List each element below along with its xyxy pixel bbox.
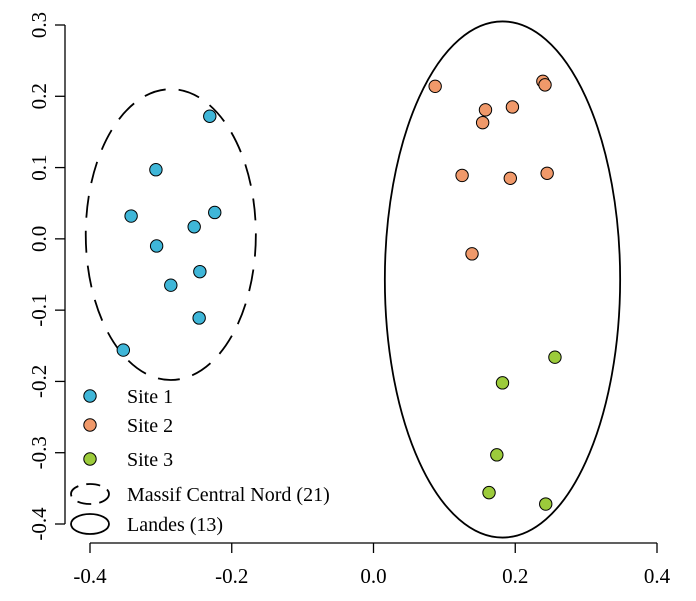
legend-label-ellipse-2: Landes (13) bbox=[127, 514, 223, 536]
data-point-site-2 bbox=[478, 103, 493, 117]
legend-label-ellipse-1: Massif Central Nord (21) bbox=[127, 484, 330, 506]
data-point-site-2 bbox=[503, 171, 517, 185]
legend-marker-site-1 bbox=[83, 389, 97, 403]
x-tick-label: 0.2 bbox=[502, 564, 528, 588]
legend-marker-solid-ellipse bbox=[70, 513, 110, 535]
x-tick-label: 0.4 bbox=[644, 564, 671, 588]
legend-marker-dashed-ellipse bbox=[70, 483, 110, 505]
data-point-site-1 bbox=[208, 205, 222, 220]
legend-label-site-2: Site 2 bbox=[127, 415, 173, 437]
legend-marker-site-2 bbox=[83, 418, 97, 432]
x-tick-label: 0.0 bbox=[360, 564, 386, 588]
data-point-site-2 bbox=[455, 168, 469, 183]
data-point-site-3 bbox=[548, 350, 562, 364]
group-ellipses bbox=[84, 20, 622, 539]
y-tick-label: -0.3 bbox=[27, 436, 51, 469]
y-tick-label: 0.2 bbox=[27, 83, 51, 109]
data-point-site-2 bbox=[465, 247, 479, 261]
x-tick-label: -0.4 bbox=[73, 564, 107, 588]
data-point-site-1 bbox=[116, 343, 131, 357]
data-point-site-1 bbox=[149, 239, 164, 253]
y-tick-label: 0.1 bbox=[27, 154, 51, 180]
y-tick-label: 0.3 bbox=[27, 12, 51, 38]
data-point-site-1 bbox=[164, 278, 178, 292]
y-tick-label: 0.0 bbox=[27, 226, 51, 252]
legend: Site 1 Site 2 Site 3 Massif Central Nord (2… bbox=[70, 386, 330, 536]
data-point-site-3 bbox=[495, 376, 510, 390]
axes: -0.4 -0.2 0.0 0.2 0.4 -0.4 -0.3 -0.2 -0.1 0.0 0.1 0… bbox=[27, 12, 671, 588]
data-point-site-1 bbox=[187, 220, 201, 234]
ellipse-dashed bbox=[84, 88, 257, 381]
legend-marker-site-3 bbox=[83, 452, 97, 466]
y-tick-label: -0.1 bbox=[27, 294, 51, 327]
data-points bbox=[116, 74, 562, 511]
data-point-site-1 bbox=[203, 109, 217, 123]
data-point-site-2 bbox=[428, 79, 442, 94]
data-point-site-2 bbox=[540, 166, 554, 180]
data-point-site-1 bbox=[149, 163, 163, 177]
data-point-site-2 bbox=[538, 78, 552, 92]
y-tick-label: -0.2 bbox=[27, 365, 51, 398]
ellipse-solid bbox=[383, 20, 622, 539]
data-point-site-1 bbox=[124, 209, 138, 223]
data-point-site-2 bbox=[505, 100, 520, 114]
data-point-site-3 bbox=[539, 497, 553, 511]
legend-label-site-1: Site 1 bbox=[127, 386, 173, 408]
data-point-site-3 bbox=[490, 448, 504, 462]
y-tick-label: -0.4 bbox=[27, 507, 51, 541]
x-tick-label: -0.2 bbox=[215, 564, 248, 588]
legend-label-site-3: Site 3 bbox=[127, 449, 173, 471]
data-point-site-3 bbox=[482, 485, 496, 500]
data-point-site-1 bbox=[192, 311, 206, 325]
data-point-site-1 bbox=[193, 264, 207, 279]
data-point-site-2 bbox=[475, 115, 490, 130]
